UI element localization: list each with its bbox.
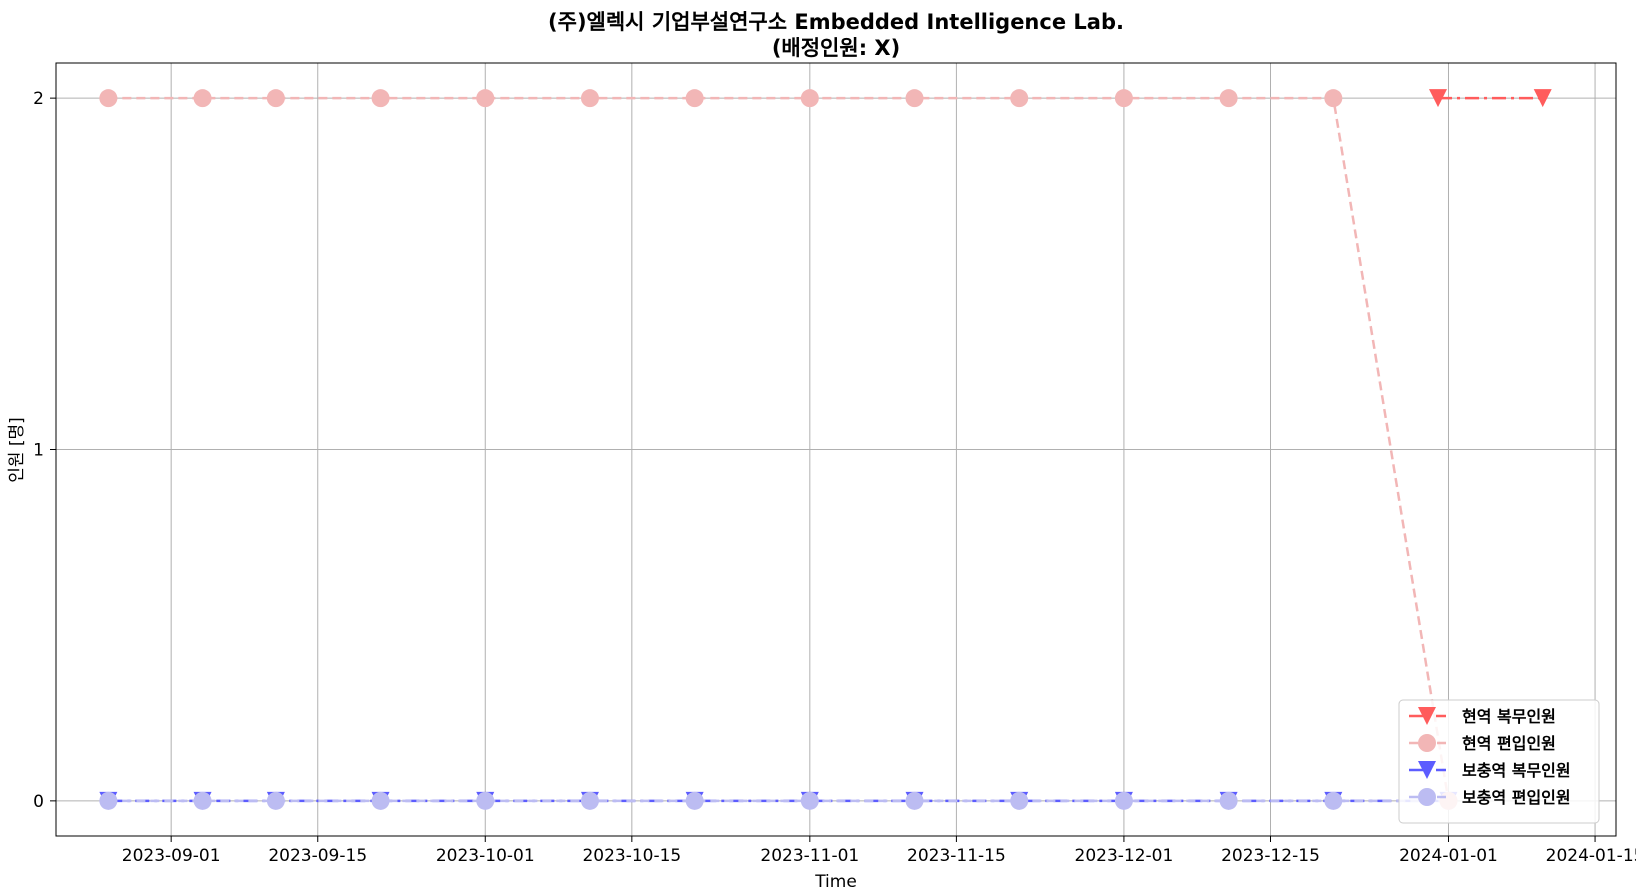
series-3 bbox=[99, 791, 1458, 810]
data-point bbox=[371, 791, 390, 810]
x-tick-label: 2023-09-15 bbox=[268, 846, 367, 866]
y-tick-label: 0 bbox=[33, 792, 44, 812]
data-point bbox=[580, 791, 599, 810]
data-point bbox=[1429, 89, 1448, 108]
data-point bbox=[99, 89, 118, 108]
data-point bbox=[1010, 89, 1029, 108]
legend-marker bbox=[1418, 788, 1436, 806]
data-point bbox=[685, 89, 704, 108]
y-tick-label: 2 bbox=[33, 89, 44, 109]
legend-frame bbox=[1398, 699, 1600, 824]
data-point bbox=[1219, 89, 1238, 108]
legend-marker bbox=[1418, 707, 1436, 725]
data-point bbox=[1533, 89, 1552, 108]
data-point bbox=[685, 791, 704, 810]
x-tick-label: 2023-11-15 bbox=[907, 846, 1006, 866]
data-point bbox=[266, 791, 285, 810]
legend-marker bbox=[1418, 734, 1436, 752]
data-point bbox=[193, 791, 212, 810]
y-axis-label: 인원 [명] bbox=[7, 417, 27, 483]
data-point bbox=[905, 89, 924, 108]
x-tick-label: 2023-10-15 bbox=[582, 846, 681, 866]
legend-item: 현역 복무인원 bbox=[1409, 707, 1556, 726]
legend-item: 보충역 편입인원 bbox=[1409, 788, 1571, 807]
legend-label: 보충역 복무인원 bbox=[1462, 761, 1571, 780]
legend-label: 현역 복무인원 bbox=[1462, 707, 1556, 726]
data-point bbox=[800, 89, 819, 108]
x-axis: 2023-09-01 2023-09-15 2023-10-01 2023-10-15… bbox=[122, 836, 1636, 866]
series-0 bbox=[1429, 89, 1552, 108]
x-axis-label: Time bbox=[814, 872, 857, 892]
y-axis: 0 1 2 bbox=[33, 89, 56, 812]
data-point bbox=[193, 89, 212, 108]
data-point bbox=[1324, 791, 1343, 810]
data-point bbox=[1114, 89, 1133, 108]
x-tick-label: 2024-01-01 bbox=[1399, 846, 1498, 866]
x-tick-label: 2023-12-01 bbox=[1075, 846, 1174, 866]
series-1 bbox=[99, 89, 1458, 810]
chart-title-line1: (주)엘렉시 기업부설연구소 Embedded Intelligence Lab… bbox=[548, 10, 1124, 34]
data-point bbox=[476, 791, 495, 810]
data-point bbox=[800, 791, 819, 810]
x-tick-label: 2023-09-01 bbox=[122, 846, 221, 866]
legend-label: 현역 편입인원 bbox=[1462, 734, 1556, 753]
data-point bbox=[371, 89, 390, 108]
legend-label: 보충역 편입인원 bbox=[1462, 788, 1571, 807]
legend-item: 보충역 복무인원 bbox=[1409, 761, 1571, 780]
series-line bbox=[108, 96, 1450, 802]
legend-item: 현역 편입인원 bbox=[1409, 734, 1556, 753]
y-tick-label: 1 bbox=[33, 441, 44, 461]
data-point bbox=[1114, 791, 1133, 810]
data-point bbox=[905, 791, 924, 810]
data-point bbox=[1010, 791, 1029, 810]
data-point bbox=[99, 791, 118, 810]
data-point bbox=[1324, 89, 1343, 108]
grid bbox=[56, 63, 1616, 836]
data-point bbox=[476, 89, 495, 108]
x-tick-label: 2023-12-15 bbox=[1221, 846, 1320, 866]
series-layer bbox=[99, 89, 1552, 810]
legend-marker bbox=[1418, 761, 1436, 779]
data-point bbox=[580, 89, 599, 108]
x-tick-label: 2023-10-01 bbox=[436, 846, 535, 866]
data-point bbox=[1219, 791, 1238, 810]
chart-title-line2: (배정인원: X) bbox=[772, 36, 900, 60]
data-point bbox=[266, 89, 285, 108]
x-tick-label: 2024-01-15 bbox=[1546, 846, 1636, 866]
x-tick-label: 2023-11-01 bbox=[760, 846, 859, 866]
